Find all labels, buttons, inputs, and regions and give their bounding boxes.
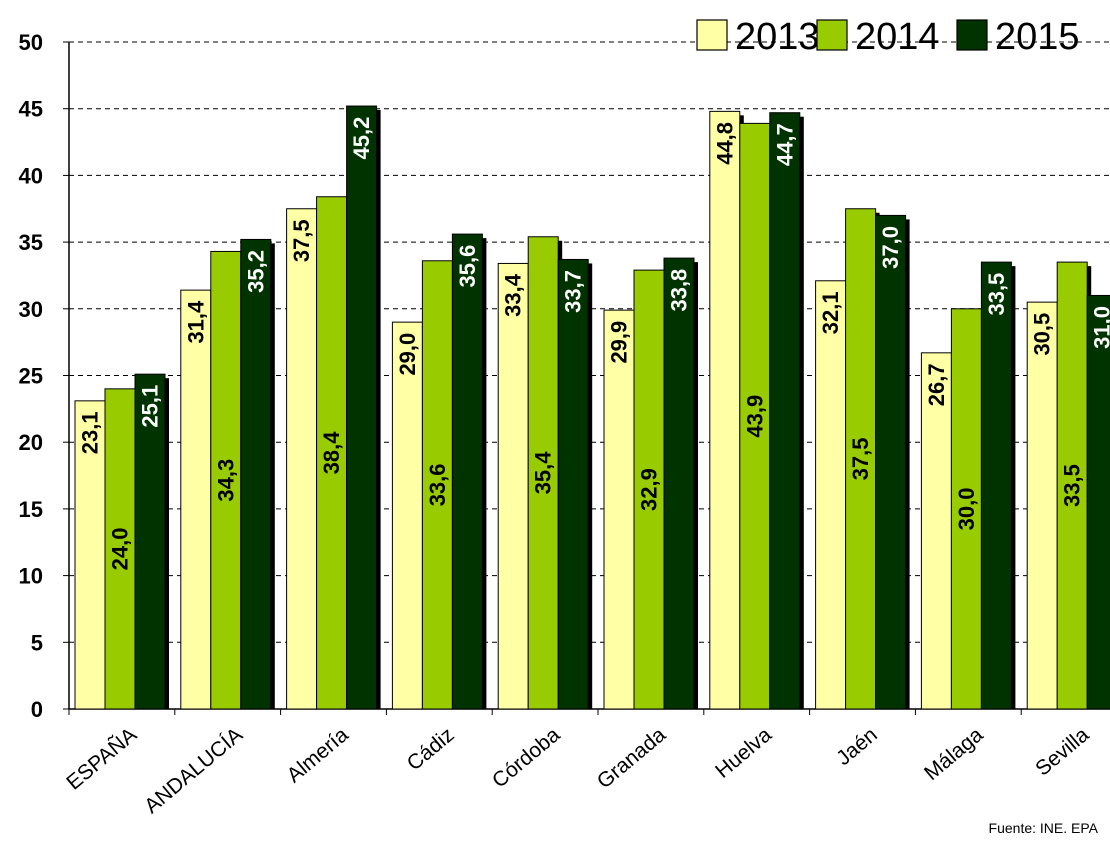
data-label: 33,8 <box>667 269 692 312</box>
data-label: 44,8 <box>712 122 737 165</box>
data-label: 37,0 <box>878 226 903 269</box>
data-label: 35,2 <box>243 250 268 293</box>
bar-2013-6 <box>709 110 741 710</box>
data-label: 30,5 <box>1030 313 1055 356</box>
x-tick-label: Sevilla <box>1031 723 1093 781</box>
bar-2015-8 <box>980 261 1012 710</box>
bar-2013-5 <box>603 309 635 710</box>
legend-swatch <box>816 19 848 51</box>
bar-2014-9 <box>1056 261 1088 710</box>
bar-2013-8 <box>920 352 952 710</box>
data-label: 33,5 <box>984 273 1009 316</box>
y-tick-label: 0 <box>31 697 43 722</box>
y-tick-label: 20 <box>19 430 43 455</box>
bar-2015-3 <box>451 233 483 710</box>
bar-2014-6 <box>739 122 771 710</box>
bar-2013-1 <box>180 289 212 710</box>
data-label: 23,1 <box>78 411 103 454</box>
data-label: 29,9 <box>607 321 632 364</box>
data-label: 35,6 <box>455 245 480 288</box>
legend: 2013 2014 2015 <box>696 16 1080 58</box>
bar-2013-3 <box>391 321 423 710</box>
x-tick-label: Granada <box>593 723 671 793</box>
y-tick-label: 30 <box>19 297 43 322</box>
bar-2015-7 <box>875 214 907 710</box>
data-label: 33,5 <box>1060 464 1085 507</box>
y-tick-label: 40 <box>19 163 43 188</box>
bar-2015-6 <box>769 112 801 710</box>
data-label: 33,6 <box>425 463 450 506</box>
x-tick-label: Almería <box>283 723 353 787</box>
legend-swatch <box>956 19 988 51</box>
bar-2014-1 <box>210 250 242 710</box>
data-label: 32,1 <box>818 291 843 334</box>
bar-2014-5 <box>633 269 665 710</box>
data-label: 37,5 <box>848 437 873 480</box>
bar-2015-1 <box>240 238 272 710</box>
bar-2015-9 <box>1086 294 1110 710</box>
x-tick-label: Jaén <box>832 723 882 770</box>
data-label: 29,0 <box>395 333 420 376</box>
bar-2014-0 <box>104 388 136 710</box>
data-label: 31,0 <box>1090 306 1110 349</box>
y-tick-label: 25 <box>19 364 43 389</box>
data-label: 37,5 <box>289 219 314 262</box>
data-label: 43,9 <box>742 395 767 438</box>
data-label: 45,2 <box>349 117 374 160</box>
bar-2014-7 <box>845 208 877 710</box>
data-labels: 23,1 24,0 25,1 31,4 34,3 35,2 37,5 38,4 45,2 29,0… <box>78 117 1110 571</box>
legend-swatch <box>696 19 728 51</box>
data-label: 35,4 <box>531 451 556 495</box>
bar-2015-2 <box>346 105 378 710</box>
y-tick-label: 35 <box>19 230 43 255</box>
data-label: 33,4 <box>501 273 526 317</box>
bars <box>74 105 1110 710</box>
data-label: 25,1 <box>138 385 163 428</box>
bar-2013-9 <box>1026 301 1058 710</box>
data-label: 31,4 <box>183 300 208 344</box>
bar-2015-5 <box>663 257 695 710</box>
bar-2015-4 <box>557 258 589 710</box>
bar-2014-3 <box>421 260 453 710</box>
data-label: 32,9 <box>637 468 662 511</box>
y-tick-label: 5 <box>31 630 43 655</box>
bar-2013-2 <box>286 208 318 710</box>
legend-label: 2015 <box>995 16 1080 58</box>
bar-2013-7 <box>815 280 847 710</box>
x-tick-label: Cádiz <box>403 723 459 775</box>
data-label: 44,7 <box>772 123 797 166</box>
data-label: 26,7 <box>924 363 949 406</box>
x-tick-label: ANDALUCÍA <box>140 723 247 818</box>
x-tick-label: Huelva <box>711 723 776 783</box>
bar-2014-4 <box>527 236 559 710</box>
legend-label: 2013 <box>735 16 820 58</box>
y-tick-labels: 0 5 10 15 20 25 30 35 40 45 50 <box>19 30 43 722</box>
bar-2013-0 <box>74 400 106 710</box>
bar-2014-8 <box>950 308 982 710</box>
bar-2015-0 <box>134 373 166 710</box>
data-label: 33,7 <box>561 270 586 313</box>
data-label: 30,0 <box>954 487 979 530</box>
source-note: Fuente: INE. EPA <box>988 820 1098 836</box>
data-label: 34,3 <box>213 459 238 502</box>
data-label: 24,0 <box>108 528 133 571</box>
x-tick-label: ESPAÑA <box>62 722 142 794</box>
data-label: 38,4 <box>319 431 344 475</box>
y-tick-label: 10 <box>19 564 43 589</box>
bar-2013-4 <box>497 262 529 710</box>
x-tick-label: Málaga <box>920 723 988 785</box>
y-tick-label: 50 <box>19 30 43 55</box>
y-tick-label: 45 <box>19 97 43 122</box>
y-tick-label: 15 <box>19 497 43 522</box>
legend-label: 2014 <box>855 16 940 58</box>
x-tick-label: Córdoba <box>488 723 565 793</box>
